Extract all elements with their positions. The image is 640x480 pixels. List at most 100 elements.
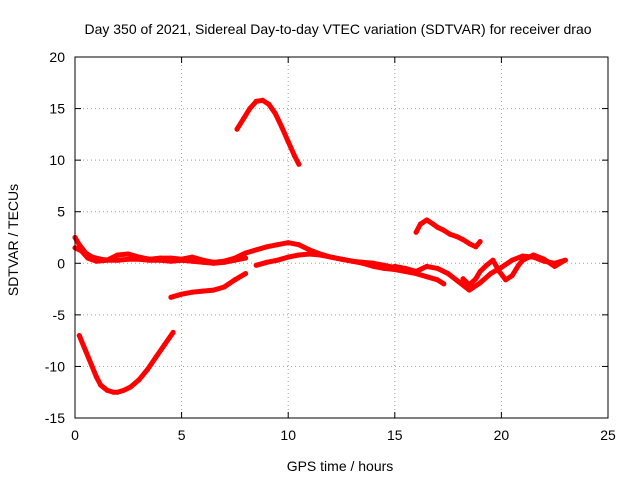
data-point [232, 277, 238, 283]
data-point [466, 287, 472, 293]
data-point [466, 241, 472, 247]
data-point [328, 254, 334, 260]
data-point [292, 153, 298, 159]
data-point [424, 217, 430, 223]
data-point [441, 227, 447, 233]
data-point [488, 271, 494, 277]
data-point [560, 258, 566, 264]
data-point [211, 259, 217, 265]
data-point [496, 269, 502, 274]
data-point [234, 126, 240, 132]
data-point [403, 265, 408, 271]
x-tick-label: 0 [71, 427, 79, 443]
data-point [296, 161, 302, 167]
series-arc-6 [234, 97, 302, 167]
series-layer [72, 97, 568, 395]
data-point [296, 252, 302, 258]
data-point [153, 354, 159, 360]
y-tick-label: 10 [49, 152, 65, 168]
data-point [490, 257, 496, 263]
y-tick-label: 15 [49, 101, 65, 117]
data-point [76, 242, 82, 248]
data-point [110, 389, 116, 395]
data-point [349, 258, 355, 264]
x-tick-label: 10 [280, 427, 296, 443]
data-point [104, 387, 110, 393]
data-point [473, 244, 479, 250]
y-tick-label: -10 [45, 358, 65, 374]
data-point [243, 250, 249, 256]
data-point [162, 342, 167, 348]
data-point [93, 258, 99, 264]
data-point [189, 254, 195, 260]
data-point [232, 255, 238, 261]
data-point [509, 273, 515, 279]
data-point [460, 276, 466, 282]
data-point [253, 262, 259, 268]
data-point [78, 248, 84, 254]
data-point [264, 259, 270, 265]
data-point [530, 252, 536, 258]
data-point [104, 257, 110, 263]
data-point [307, 251, 312, 257]
data-point [279, 124, 285, 130]
data-point [145, 367, 150, 372]
data-point [417, 221, 423, 227]
x-tick-label: 25 [600, 427, 616, 443]
data-point [89, 363, 95, 369]
data-point [509, 257, 515, 263]
data-point [317, 252, 323, 258]
x-tick-label: 20 [494, 427, 510, 443]
data-point [454, 234, 460, 239]
data-point [272, 111, 278, 117]
data-point [121, 387, 127, 393]
data-point [307, 247, 312, 253]
data-point [179, 291, 185, 297]
data-point [93, 374, 99, 380]
chart-title: Day 350 of 2021, Sidereal Day-to-day VTE… [84, 21, 591, 37]
data-point [424, 274, 430, 280]
y-tick-label: 0 [57, 255, 65, 271]
data-point [520, 257, 526, 263]
y-axis-label: SDTVAR / TECUs [5, 184, 21, 296]
x-tick-label: 15 [387, 427, 403, 443]
data-point [264, 244, 270, 250]
data-point [466, 282, 472, 288]
data-point [516, 262, 521, 268]
data-point [339, 256, 344, 262]
y-tick-label: -15 [45, 410, 65, 426]
data-point [243, 271, 249, 277]
data-point [413, 229, 419, 235]
data-point [430, 221, 436, 227]
plot-frame [74, 56, 609, 419]
data-point [552, 263, 558, 269]
data-point [413, 269, 419, 274]
data-point [473, 276, 479, 282]
data-point [445, 271, 451, 277]
data-point [253, 98, 259, 104]
data-point [179, 256, 185, 262]
data-point [85, 255, 91, 261]
y-tick-label: 20 [49, 49, 65, 65]
data-point [200, 257, 206, 263]
data-point [285, 254, 291, 260]
data-point [260, 97, 266, 103]
data-point [189, 289, 195, 295]
data-point [447, 231, 453, 237]
data-point [247, 106, 253, 112]
data-point [221, 258, 227, 264]
data-point [477, 239, 483, 245]
data-point [441, 281, 447, 287]
data-point [170, 329, 176, 335]
series-arc-4 [76, 329, 176, 395]
data-point [221, 284, 227, 290]
data-point [371, 263, 376, 269]
data-point [484, 262, 489, 268]
data-point [460, 237, 466, 243]
data-point [275, 257, 280, 263]
data-point [381, 265, 387, 271]
data-point [211, 287, 217, 293]
data-point [266, 101, 272, 107]
data-point [115, 252, 121, 258]
data-point [285, 240, 291, 246]
